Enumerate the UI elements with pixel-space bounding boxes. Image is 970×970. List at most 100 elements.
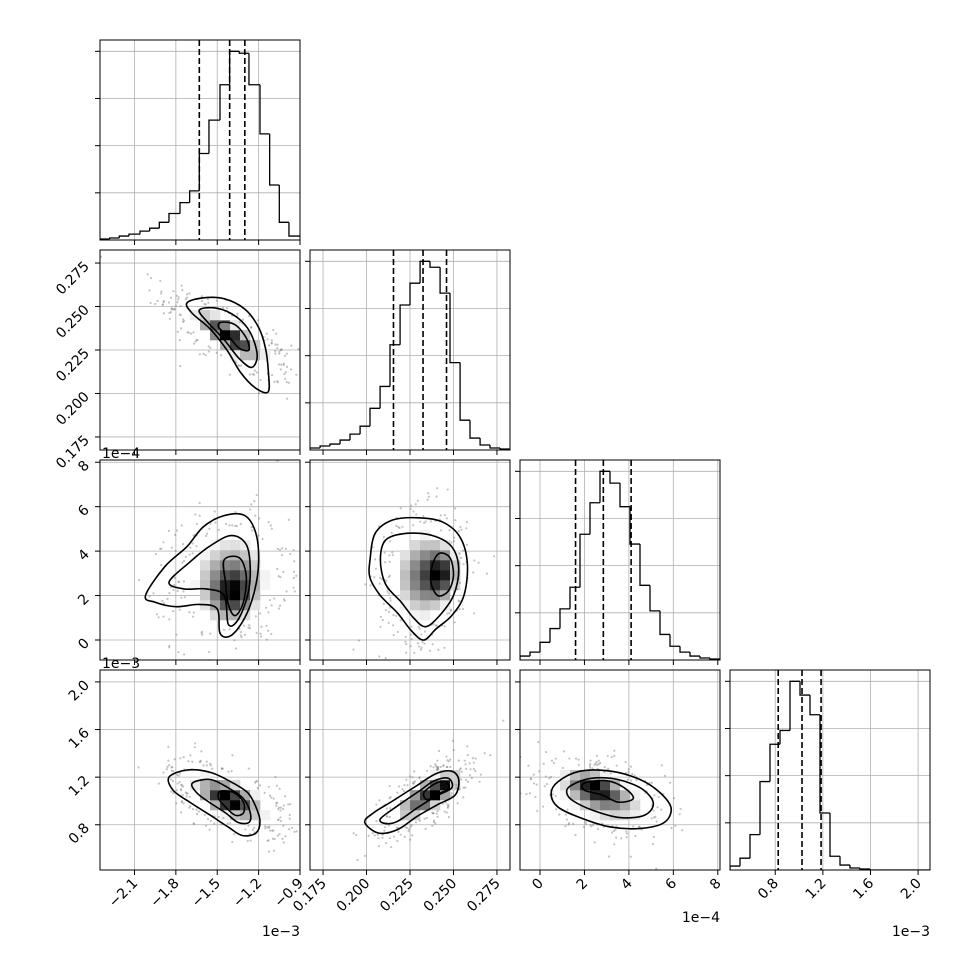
pair-2-point <box>384 656 387 660</box>
pair-2-density-cell <box>420 610 431 621</box>
pair-5-point <box>577 758 580 761</box>
pair-4-point <box>432 821 436 824</box>
pair-1-point <box>168 591 171 595</box>
pair-2-density-cell <box>420 530 431 541</box>
pair-2-point <box>445 517 448 520</box>
pair-1-point <box>177 651 180 654</box>
pair-5-density-cell <box>610 800 621 811</box>
pair-3-point <box>282 841 285 844</box>
pair-3-point <box>277 818 280 821</box>
pair-3-point <box>304 820 306 822</box>
pair-0-point <box>195 338 198 342</box>
pair-3-point <box>247 767 250 770</box>
pair-1-density-cell <box>220 540 231 551</box>
pair-2-point <box>412 524 415 527</box>
pair-5-point <box>548 777 551 780</box>
pair-0-point <box>235 361 238 364</box>
pair-3-density-cell <box>210 800 221 811</box>
hist-0-bin-15 <box>248 53 260 86</box>
xtick-label-2-2: 4 <box>618 875 636 893</box>
pair-1-density-cell <box>200 550 211 561</box>
pair-0-density-cell <box>230 330 241 341</box>
pair-4-point <box>472 767 475 771</box>
pair-1-point <box>228 524 231 527</box>
pair-1-point <box>184 555 187 558</box>
pair-2-point <box>396 630 399 634</box>
pair-2-point <box>459 556 463 560</box>
pair-4-point <box>446 765 449 769</box>
pair-4-point <box>373 834 376 837</box>
hist-1-bin-18 <box>489 445 501 449</box>
pair-3-point <box>275 804 278 807</box>
pair-1-point <box>283 599 286 602</box>
pair-1-point <box>254 615 257 618</box>
pair-1-point <box>235 525 238 528</box>
pair-4-point <box>383 826 387 829</box>
pair-2-density <box>400 530 461 621</box>
pair-4-point <box>439 765 442 769</box>
pair-3-point <box>281 807 285 810</box>
pair-5-point <box>672 797 676 800</box>
pair-3-point <box>185 792 188 795</box>
pair-1-density-cell <box>260 580 271 591</box>
pair-2-point <box>373 558 377 561</box>
pair-2-point <box>387 621 390 624</box>
pair-2-point <box>446 488 449 491</box>
pair-4-point <box>424 827 427 831</box>
pair-1-point <box>265 606 268 609</box>
pair-1-point <box>259 612 262 615</box>
pair-3-point <box>226 822 229 825</box>
pair-0-point <box>228 373 231 376</box>
pair-5-density-cell <box>610 780 621 791</box>
pair-2-point <box>448 612 451 615</box>
pair-0-point <box>187 331 190 334</box>
pair-3-density-cell <box>220 800 231 811</box>
pair-0-point <box>168 311 171 314</box>
hist-2-bin-8 <box>599 470 610 503</box>
pair-0-point <box>284 377 287 380</box>
pair-3-point <box>246 839 249 843</box>
pair-1-point <box>278 604 282 607</box>
pair-2-density-cell <box>410 540 421 551</box>
pair-3-point <box>191 808 195 811</box>
pair-3-point <box>275 802 278 805</box>
pair-3-point <box>266 839 269 843</box>
pair-2-point <box>399 619 402 622</box>
pair-3-point <box>220 767 224 770</box>
pair-3-density-cell <box>230 790 241 801</box>
pair-5-density-cell <box>560 790 571 801</box>
pair-1-density-cell <box>240 610 251 621</box>
pair-0-point <box>203 302 206 306</box>
pair-5-density-cell <box>580 770 591 781</box>
pair-1-point <box>172 588 175 591</box>
xtick-label-0-2: −1.5 <box>189 876 224 911</box>
pair-2-point <box>389 596 392 600</box>
pair-2-point <box>453 536 456 539</box>
ytick-label-2-2: 4 <box>75 547 93 565</box>
x-offset-label-3: 1e−3 <box>892 924 930 940</box>
pair-5-point <box>574 757 578 760</box>
pair-5-point <box>594 762 597 765</box>
pair-2-density-cell <box>440 600 451 611</box>
pair-2-point <box>472 571 475 574</box>
pair-1-point <box>251 529 254 532</box>
pair-0-contour-1 <box>198 306 259 369</box>
pair-2-point <box>387 592 391 595</box>
ytick-label-1-1: 0.200 <box>53 389 93 429</box>
xtick-label-2-3: 6 <box>663 875 681 893</box>
pair-1-density-cell <box>240 540 251 551</box>
pair-4-point <box>502 719 505 722</box>
pair-5-point <box>603 765 606 769</box>
pair-0-point <box>277 363 281 366</box>
pair-5-point <box>652 835 655 838</box>
pair-4-density-cell <box>410 800 421 811</box>
pair-3-point <box>274 775 277 779</box>
xtick-label-3-1: 1.2 <box>803 876 830 903</box>
pair-5-point <box>610 831 614 834</box>
pair-1-point <box>217 528 220 531</box>
pair-0-point <box>257 391 260 395</box>
pair-0-point <box>201 299 204 303</box>
pair-2-point <box>405 651 408 654</box>
pair-4-density-cell <box>410 790 421 801</box>
panel-frame-3-2 <box>519 669 721 871</box>
